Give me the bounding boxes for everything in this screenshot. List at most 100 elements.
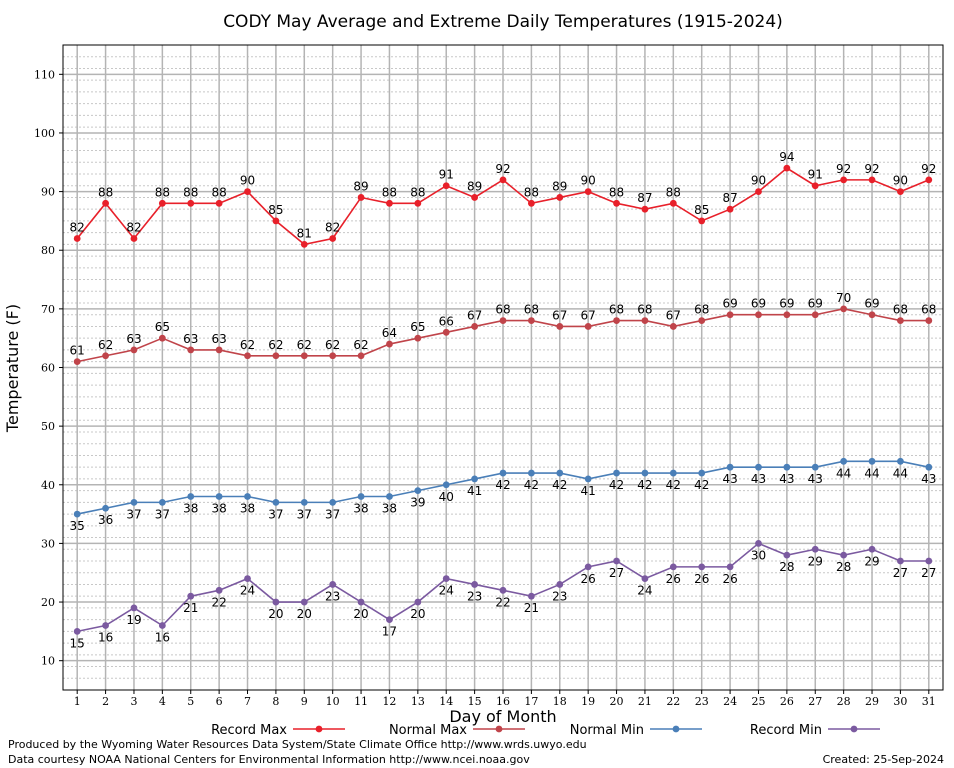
normal-min-data-label: 38 <box>183 502 198 516</box>
record-max-point <box>215 199 223 207</box>
record-min-data-label: 27 <box>893 566 908 580</box>
x-tick-label: 16 <box>496 695 510 708</box>
record-min-data-label: 27 <box>609 566 624 580</box>
record-min-point <box>755 540 762 547</box>
y-tick-label: 100 <box>34 127 55 140</box>
record-max-data-label: 88 <box>609 185 624 199</box>
record-max-data-label: 90 <box>581 174 596 188</box>
x-tick-label: 20 <box>610 695 624 708</box>
record-min-data-label: 24 <box>439 584 454 598</box>
normal-max-point <box>641 317 649 324</box>
record-min-point <box>73 627 81 635</box>
normal-min-point <box>357 493 365 500</box>
record-min-point <box>641 575 649 582</box>
record-max-point <box>556 194 564 201</box>
normal-max-point <box>329 352 337 360</box>
record-min-point <box>158 622 166 629</box>
normal-max-point <box>584 323 592 330</box>
normal-min-point <box>386 493 393 500</box>
normal-min-data-label: 42 <box>524 478 539 492</box>
record-max-point <box>584 188 592 195</box>
normal-max-data-label: 61 <box>70 344 85 358</box>
record-max-data-label: 87 <box>637 191 652 205</box>
normal-max-data-label: 62 <box>353 338 368 352</box>
normal-max-point <box>925 317 933 324</box>
record-min-data-label: 26 <box>722 572 737 586</box>
normal-min-data-label: 42 <box>609 478 624 492</box>
record-min-data-label: 29 <box>864 554 879 568</box>
footer-data-courtesy: Data courtesy NOAA National Centers for … <box>8 753 530 766</box>
normal-min-data-label: 43 <box>779 472 794 486</box>
normal-max-point <box>357 352 365 360</box>
normal-max-point <box>102 352 109 360</box>
record-max-data-label: 88 <box>666 185 681 199</box>
x-tick-label: 11 <box>354 695 368 708</box>
record-max-point <box>442 182 450 190</box>
normal-max-point <box>726 311 734 319</box>
legend-label-normal-min: Normal Min <box>570 723 644 738</box>
y-tick-label: 40 <box>41 479 55 492</box>
record-min-point <box>499 586 507 594</box>
record-max-data-label: 88 <box>155 185 170 199</box>
record-min-point <box>925 557 933 565</box>
record-max-point <box>698 217 706 225</box>
record-min-data-label: 28 <box>779 560 794 574</box>
record-max-data-label: 90 <box>240 174 255 188</box>
normal-min-data-label: 42 <box>495 478 510 492</box>
normal-min-point <box>556 469 564 477</box>
legend-marker-record-max <box>315 725 323 733</box>
normal-max-data-label: 62 <box>325 338 340 352</box>
record-max-data-label: 88 <box>410 185 425 199</box>
normal-min-point <box>840 457 848 465</box>
normal-min-data-label: 41 <box>581 484 596 498</box>
normal-max-point <box>215 346 223 354</box>
normal-max-data-label: 69 <box>779 297 794 311</box>
normal-max-point <box>755 311 762 319</box>
record-max-point <box>272 217 280 225</box>
normal-min-data-label: 42 <box>694 478 709 492</box>
legend: Record Max Normal Max Normal Min Record Min <box>211 723 880 738</box>
grid <box>63 44 943 691</box>
x-tick-label: 18 <box>553 695 567 708</box>
normal-min-data-label: 38 <box>211 502 226 516</box>
record-max-point <box>925 176 933 184</box>
record-max-data-label: 89 <box>552 179 567 193</box>
record-max-point <box>499 176 507 184</box>
record-min-data-label: 20 <box>353 607 368 621</box>
record-min-data-label: 19 <box>126 613 141 627</box>
normal-min-point <box>755 463 762 471</box>
record-max-point <box>669 199 677 207</box>
record-max-point <box>187 199 195 207</box>
y-tick-label: 90 <box>41 186 55 199</box>
x-tick-label: 24 <box>723 695 737 708</box>
normal-min-data-label: 38 <box>240 502 255 516</box>
x-tick-label: 8 <box>272 695 279 708</box>
normal-min-point <box>641 469 649 477</box>
record-max-point <box>329 235 337 242</box>
record-min-point <box>613 557 620 565</box>
normal-max-data-label: 62 <box>297 338 312 352</box>
normal-min-point <box>244 493 251 500</box>
x-tick-label: 6 <box>216 695 223 708</box>
record-min-point <box>726 563 734 571</box>
record-max-data-label: 94 <box>779 150 794 164</box>
record-max-point <box>726 205 734 213</box>
record-min-data-label: 28 <box>836 560 851 574</box>
record-max-data-label: 90 <box>893 174 908 188</box>
normal-max-point <box>187 346 195 354</box>
record-max-data-label: 88 <box>524 185 539 199</box>
y-tick-label: 30 <box>41 537 55 550</box>
x-tick-label: 17 <box>524 695 538 708</box>
normal-min-data-label: 37 <box>126 507 141 521</box>
normal-min-data-label: 43 <box>808 472 823 486</box>
normal-max-data-label: 69 <box>722 297 737 311</box>
normal-max-point <box>414 334 422 342</box>
normal-max-point <box>442 328 450 336</box>
legend-label-record-min: Record Min <box>750 723 822 738</box>
normal-max-point <box>73 358 81 366</box>
normal-max-data-label: 68 <box>921 303 936 317</box>
x-tick-label: 7 <box>244 695 251 708</box>
record-min-data-label: 17 <box>382 625 397 639</box>
record-max-point <box>783 164 791 172</box>
normal-min-point <box>698 469 706 477</box>
